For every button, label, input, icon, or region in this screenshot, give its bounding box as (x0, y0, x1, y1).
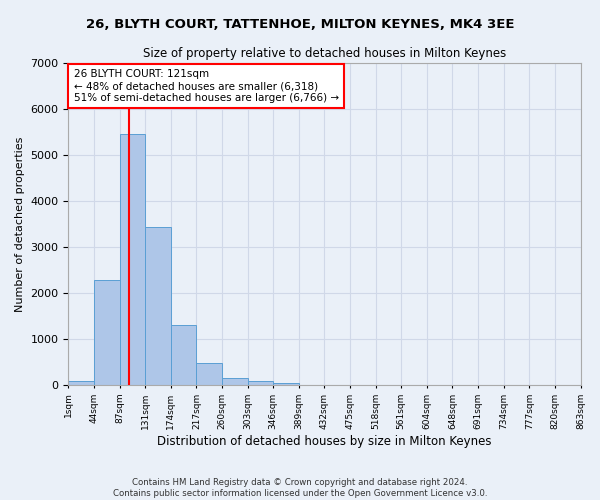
Text: Contains HM Land Registry data © Crown copyright and database right 2024.
Contai: Contains HM Land Registry data © Crown c… (113, 478, 487, 498)
Bar (94, 280, 119, 385)
Bar (68, 382, 94, 385)
Bar (171, 324, 196, 385)
Bar (119, 134, 145, 385)
X-axis label: Distribution of detached houses by size in Milton Keynes: Distribution of detached houses by size … (157, 434, 492, 448)
Text: 26 BLYTH COURT: 121sqm
← 48% of detached houses are smaller (6,318)
51% of semi-: 26 BLYTH COURT: 121sqm ← 48% of detached… (74, 70, 338, 102)
Bar (248, 382, 273, 385)
Text: 26, BLYTH COURT, TATTENHOE, MILTON KEYNES, MK4 3EE: 26, BLYTH COURT, TATTENHOE, MILTON KEYNE… (86, 18, 514, 30)
Bar (196, 364, 222, 385)
Title: Size of property relative to detached houses in Milton Keynes: Size of property relative to detached ho… (143, 48, 506, 60)
Bar (145, 227, 171, 385)
Bar (222, 378, 248, 385)
Y-axis label: Number of detached properties: Number of detached properties (15, 136, 25, 312)
Bar (273, 383, 299, 385)
